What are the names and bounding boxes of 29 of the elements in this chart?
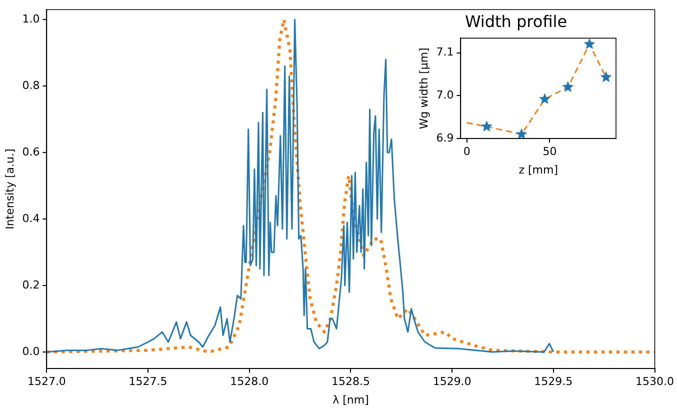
x-tick-label: 0 bbox=[463, 145, 470, 158]
y-tick-label: 0.0 bbox=[22, 344, 40, 358]
point bbox=[584, 38, 596, 50]
y-tick-label: 0.4 bbox=[22, 212, 40, 225]
chart-title: Width profile bbox=[464, 12, 568, 31]
point bbox=[600, 71, 612, 82]
x-tick-label: 1529.0 bbox=[432, 375, 472, 388]
x-tick-label: 50 bbox=[542, 145, 557, 158]
point bbox=[516, 128, 528, 140]
y-tick-label: 0.8 bbox=[22, 78, 40, 92]
point bbox=[562, 81, 574, 92]
x-axis-title: z [mm] bbox=[518, 163, 558, 176]
y-tick-label: 7.0 bbox=[436, 88, 454, 102]
x-tick-label: 1527.0 bbox=[27, 375, 66, 388]
y-tick-label: 0.2 bbox=[22, 278, 40, 292]
y-tick-label: 7.1 bbox=[436, 46, 454, 59]
y-tick-label: 0.6 bbox=[22, 145, 40, 158]
y-axis-title: Intensity [a.u.] bbox=[3, 148, 16, 230]
x-axis-title: λ [nm] bbox=[332, 393, 369, 406]
y-tick-label: 1.0 bbox=[22, 12, 40, 26]
x-tick-label: 1530.0 bbox=[636, 375, 674, 388]
x-tick-label: 1527.5 bbox=[128, 375, 168, 388]
point bbox=[539, 93, 550, 104]
y-tick-label: 6.9 bbox=[436, 131, 454, 144]
x-tick-label: 1528.5 bbox=[331, 375, 370, 388]
x-tick-label: 1529.5 bbox=[534, 375, 573, 388]
point bbox=[481, 120, 492, 132]
y-axis-title: Wg width [μm] bbox=[417, 48, 430, 130]
x-tick-label: 1528.0 bbox=[230, 375, 269, 388]
